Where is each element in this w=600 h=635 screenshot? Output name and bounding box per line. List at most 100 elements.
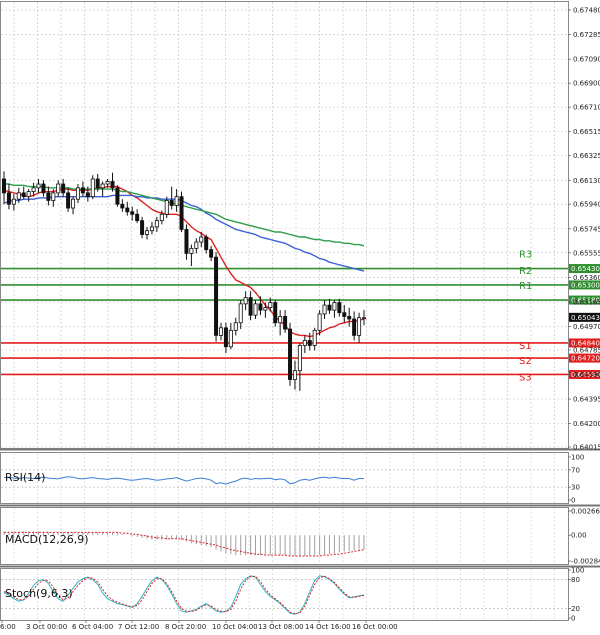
rsi-line	[3, 476, 364, 485]
candle-up	[312, 329, 317, 346]
stoch-tick-label: 20	[571, 605, 580, 613]
candle-up	[90, 178, 95, 198]
candle-up	[164, 200, 169, 215]
candle-down	[204, 236, 209, 251]
level-name-s3: S3	[519, 372, 532, 383]
candle-down	[110, 181, 115, 189]
price-tick-label: 0.67480	[573, 7, 600, 15]
level-price-box	[569, 280, 600, 290]
candle-up	[317, 313, 322, 331]
macd-tick-label: 0.002664	[571, 508, 600, 516]
rsi-tick-label: 30	[571, 484, 580, 492]
candle-down	[130, 211, 135, 215]
candle-up	[159, 213, 164, 222]
candle-down	[223, 327, 228, 348]
candle-down	[135, 213, 140, 222]
candle-up	[75, 187, 80, 200]
price-tick-label: 0.65165	[573, 298, 600, 306]
level-price-label: 0.65300	[571, 281, 600, 289]
time-tick-label: 6:00	[0, 623, 16, 631]
level-price-box	[569, 353, 600, 363]
stoch-title: Stoch(9,6,3)	[5, 587, 73, 600]
candle-up	[361, 317, 366, 320]
candle-down	[352, 318, 357, 336]
candle-up	[145, 230, 150, 235]
candle-down	[342, 312, 347, 317]
candle-down	[273, 302, 278, 324]
candle-down	[115, 187, 120, 205]
level-name-r3: R3	[519, 250, 532, 261]
candle-down	[41, 183, 46, 194]
candle-up	[253, 303, 258, 316]
candle-up	[292, 370, 297, 380]
candle-up	[357, 317, 362, 336]
candle-down	[140, 220, 145, 235]
candle-down	[169, 200, 174, 206]
price-tick-label: 0.67285	[573, 31, 600, 39]
candle-down	[288, 328, 293, 380]
time-tick-label: 10 Oct 04:00	[212, 623, 258, 631]
candle-down	[80, 187, 85, 194]
price-tick-label: 0.66710	[573, 104, 600, 112]
rsi-title: RSI(14)	[5, 471, 45, 484]
price-tick-label: 0.66325	[573, 152, 600, 160]
time-tick-label: 8 Oct 20:00	[165, 623, 206, 631]
candle-up	[233, 322, 238, 331]
candle-up	[26, 191, 31, 198]
candle-down	[2, 178, 7, 194]
time-tick-label: 7 Oct 12:00	[118, 623, 159, 631]
price-tick-label: 0.67090	[573, 56, 600, 64]
level-name-r1: R1	[519, 281, 532, 292]
candle-up	[322, 304, 327, 315]
candle-up	[11, 198, 16, 205]
macd-title: MACD(12,26,9)	[5, 533, 89, 546]
candle-up	[243, 297, 248, 305]
candle-down	[209, 249, 214, 258]
indicator-panels: 100 70 30 0 RSI(14) 0.002664 0.00 -0.002849 MACD…	[1, 454, 600, 623]
candle-down	[21, 192, 26, 198]
candle-up	[36, 183, 41, 189]
chart-panels	[0, 1, 600, 621]
price-tick-label: 0.65940	[573, 201, 600, 209]
time-tick-label: 16 Oct 00:00	[352, 623, 398, 631]
candle-down	[347, 316, 352, 320]
level-price-label: 0.65180	[571, 297, 600, 305]
candle-up	[228, 329, 233, 348]
candle-down	[258, 303, 263, 311]
price-tick-label: 0.64970	[573, 323, 600, 331]
candle-up	[149, 226, 154, 232]
candle-down	[179, 196, 184, 230]
level-price-box	[569, 369, 600, 379]
candle-up	[278, 316, 283, 324]
candle-down	[120, 203, 125, 209]
candle-down	[327, 304, 332, 311]
candle-up	[174, 196, 179, 206]
stoch-tick-label: 100	[571, 567, 584, 575]
candle-down	[337, 302, 342, 314]
candle-up	[189, 247, 194, 254]
time-tick-label: 13 Oct 08:00	[258, 623, 304, 631]
candle-up	[31, 187, 36, 193]
candle-down	[184, 229, 189, 254]
time-tick-label: 14 Oct 16:00	[305, 623, 351, 631]
level-price-box	[569, 264, 600, 274]
price-tick-label: 0.64785	[573, 346, 600, 354]
candle-up	[51, 192, 56, 201]
level-price-box	[569, 338, 600, 348]
candle-down	[6, 192, 11, 205]
candle-up	[154, 220, 159, 228]
macd-signal-line	[4, 531, 365, 557]
price-tick-label: 0.66130	[573, 177, 600, 185]
level-price-box	[569, 295, 600, 305]
candle-down	[95, 178, 100, 189]
rsi-tick-label: 70	[571, 466, 580, 474]
candle-up	[332, 302, 337, 311]
panel-frame-2	[0, 507, 569, 565]
candle-up	[194, 241, 199, 249]
level-price-label: 0.65430	[571, 265, 600, 273]
candle-down	[85, 192, 90, 198]
candles	[2, 171, 366, 391]
current-price-box	[569, 312, 600, 322]
macd-tick-label: -0.002849	[571, 558, 600, 566]
